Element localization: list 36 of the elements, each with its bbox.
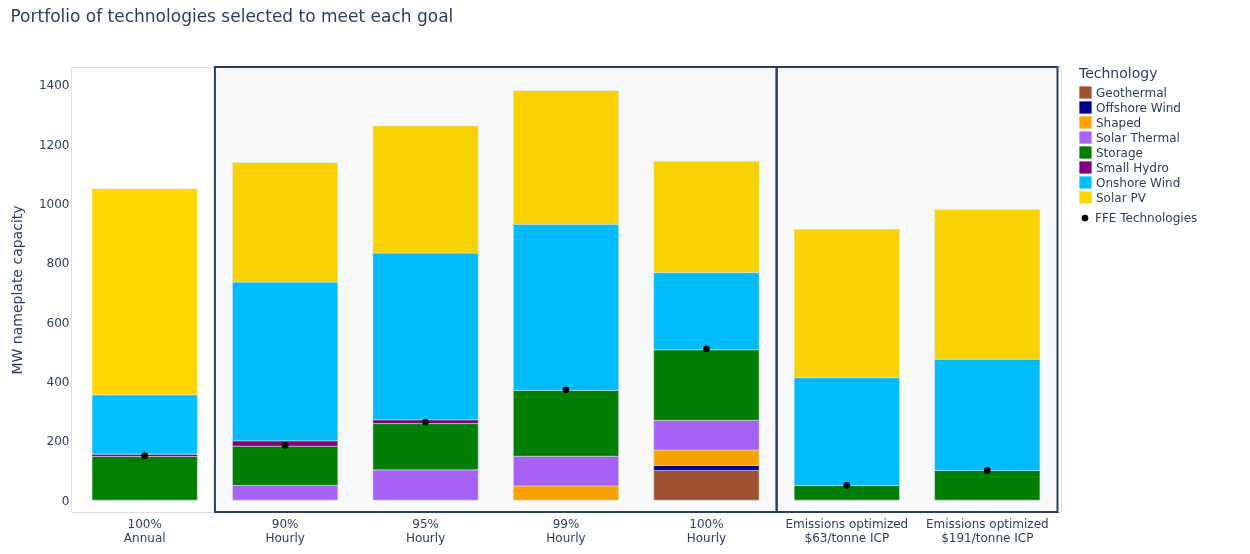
x-tick-label: 100% Annual: [123, 516, 166, 545]
legend-label: Storage: [1096, 145, 1143, 160]
x-tick-label: 100% Hourly: [686, 516, 727, 545]
point: [983, 467, 991, 474]
legend-label: Small Hydro: [1096, 160, 1169, 175]
y-tick-label: 600: [46, 315, 70, 330]
y-tick-label: 200: [46, 434, 70, 449]
point: [562, 386, 570, 394]
y-tick-label: 800: [46, 256, 70, 271]
y-tick-label: 1200: [38, 137, 70, 152]
y-tick-label: 400: [46, 374, 70, 389]
y-tick-label: 0: [61, 493, 70, 508]
x-tick-label: 90% Hourly: [265, 516, 305, 545]
legend-label: FFE Technologies: [1095, 211, 1198, 225]
point: [141, 452, 149, 459]
y-axis-title: MW nameplate capacity: [8, 205, 25, 375]
point: [703, 345, 710, 353]
bar: [653, 470, 760, 501]
x-tick-label: Emissions optimized $191/tonne ICP: [925, 516, 1049, 545]
point: [843, 481, 851, 489]
legend-label: Shaped: [1096, 115, 1142, 130]
point: [422, 418, 429, 426]
bar: [91, 456, 198, 501]
legend-label: Solar Thermal: [1096, 130, 1180, 145]
point: [281, 441, 289, 449]
x-tick-label: 95% Hourly: [405, 516, 446, 545]
legend-label: Geothermal: [1096, 85, 1167, 100]
y-tick-label: 1000: [38, 196, 70, 211]
legend-label: Offshore Wind: [1096, 100, 1181, 115]
chart-title: Portfolio of technologies selected to meet each goal: [10, 6, 454, 26]
x-tick-label: 99% Hourly: [546, 516, 586, 545]
y-tick-label: 1400: [38, 78, 70, 93]
x-tick-label: Emissions optimized $63/tonne ICP: [785, 516, 909, 545]
legend-label: Solar PV: [1096, 190, 1147, 205]
legend-label: Onshore Wind: [1096, 175, 1181, 190]
legend-title: Technology: [1078, 65, 1158, 81]
